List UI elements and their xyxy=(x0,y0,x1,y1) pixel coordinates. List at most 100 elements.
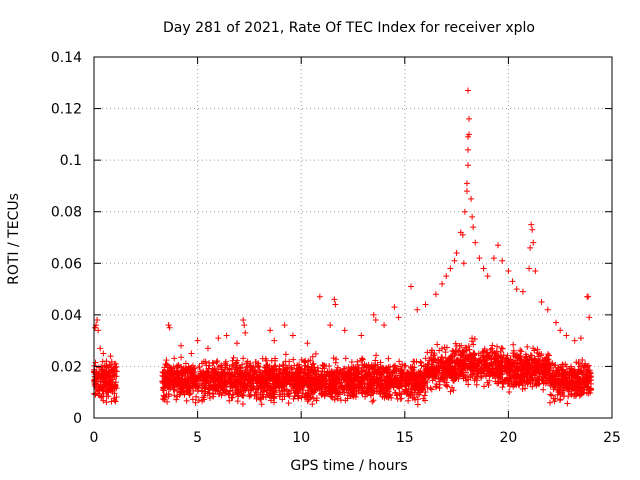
data-point xyxy=(427,385,434,392)
data-point xyxy=(498,353,505,360)
data-point xyxy=(316,293,323,300)
data-point xyxy=(428,347,435,354)
data-point xyxy=(281,322,288,329)
data-point xyxy=(354,370,361,377)
data-point xyxy=(517,372,524,379)
data-point xyxy=(526,265,533,272)
data-point xyxy=(279,396,286,403)
data-point xyxy=(347,393,354,400)
data-point xyxy=(327,322,334,329)
data-point xyxy=(187,370,194,377)
data-point xyxy=(413,382,420,389)
data-point xyxy=(393,368,400,375)
data-point xyxy=(222,364,229,371)
data-point xyxy=(489,368,496,375)
data-point xyxy=(268,384,275,391)
data-point xyxy=(439,280,446,287)
data-point xyxy=(485,381,492,388)
data-point xyxy=(535,362,542,369)
data-point xyxy=(499,345,506,352)
data-point xyxy=(188,369,195,376)
data-point xyxy=(107,353,114,360)
data-point xyxy=(275,376,282,383)
data-point xyxy=(385,369,392,376)
data-point xyxy=(310,360,317,367)
data-point xyxy=(533,368,540,375)
data-point xyxy=(270,395,277,402)
data-point xyxy=(552,362,559,369)
data-point xyxy=(202,385,209,392)
data-point xyxy=(428,366,435,373)
data-point xyxy=(175,370,182,377)
y-tick-label: 0.14 xyxy=(51,50,82,66)
data-point xyxy=(100,350,107,357)
data-point xyxy=(570,385,577,392)
data-point xyxy=(470,341,477,348)
data-point xyxy=(545,365,552,372)
data-point xyxy=(210,391,217,398)
data-point xyxy=(219,382,226,389)
data-point xyxy=(402,388,409,395)
data-point xyxy=(322,388,329,395)
data-point xyxy=(180,370,187,377)
data-point xyxy=(286,358,293,365)
data-point xyxy=(430,355,437,362)
data-point xyxy=(92,324,99,331)
data-point xyxy=(166,324,173,331)
data-point xyxy=(263,388,270,395)
data-point xyxy=(92,359,99,366)
data-point xyxy=(505,357,512,364)
data-point xyxy=(501,376,508,383)
data-point xyxy=(170,377,177,384)
data-point xyxy=(199,360,206,367)
data-point xyxy=(546,371,553,378)
data-point xyxy=(468,195,475,202)
data-point xyxy=(418,362,425,369)
data-point xyxy=(517,347,524,354)
data-point xyxy=(237,386,244,393)
data-point xyxy=(112,383,119,390)
data-point xyxy=(535,353,542,360)
data-point xyxy=(278,388,285,395)
data-point xyxy=(414,396,421,403)
data-point xyxy=(409,395,416,402)
data-point xyxy=(472,355,479,362)
data-point xyxy=(388,380,395,387)
data-point xyxy=(202,380,209,387)
data-point xyxy=(338,384,345,391)
data-point xyxy=(448,384,455,391)
data-point xyxy=(539,364,546,371)
data-point xyxy=(222,377,229,384)
data-point xyxy=(269,377,276,384)
y-tick-label: 0.1 xyxy=(60,153,82,169)
data-point xyxy=(520,362,527,369)
data-point xyxy=(513,286,520,293)
data-point xyxy=(522,354,529,361)
data-point xyxy=(464,162,471,169)
data-point xyxy=(103,377,110,384)
data-point xyxy=(94,317,101,324)
data-point xyxy=(496,367,503,374)
data-point xyxy=(549,379,556,386)
data-point xyxy=(391,367,398,374)
data-point xyxy=(255,360,262,367)
data-point xyxy=(556,378,563,385)
data-point xyxy=(422,355,429,362)
data-point xyxy=(262,377,269,384)
data-point xyxy=(513,363,520,370)
data-point xyxy=(229,371,236,378)
data-point xyxy=(509,278,516,285)
data-point xyxy=(408,365,415,372)
data-point xyxy=(391,304,398,311)
data-point xyxy=(585,384,592,391)
data-point xyxy=(225,373,232,380)
data-point xyxy=(503,363,510,370)
data-point xyxy=(207,378,214,385)
data-point xyxy=(290,395,297,402)
data-point xyxy=(495,364,502,371)
data-point xyxy=(189,362,196,369)
data-point xyxy=(285,400,292,407)
data-point xyxy=(420,395,427,402)
data-point xyxy=(495,242,502,249)
data-point xyxy=(279,370,286,377)
